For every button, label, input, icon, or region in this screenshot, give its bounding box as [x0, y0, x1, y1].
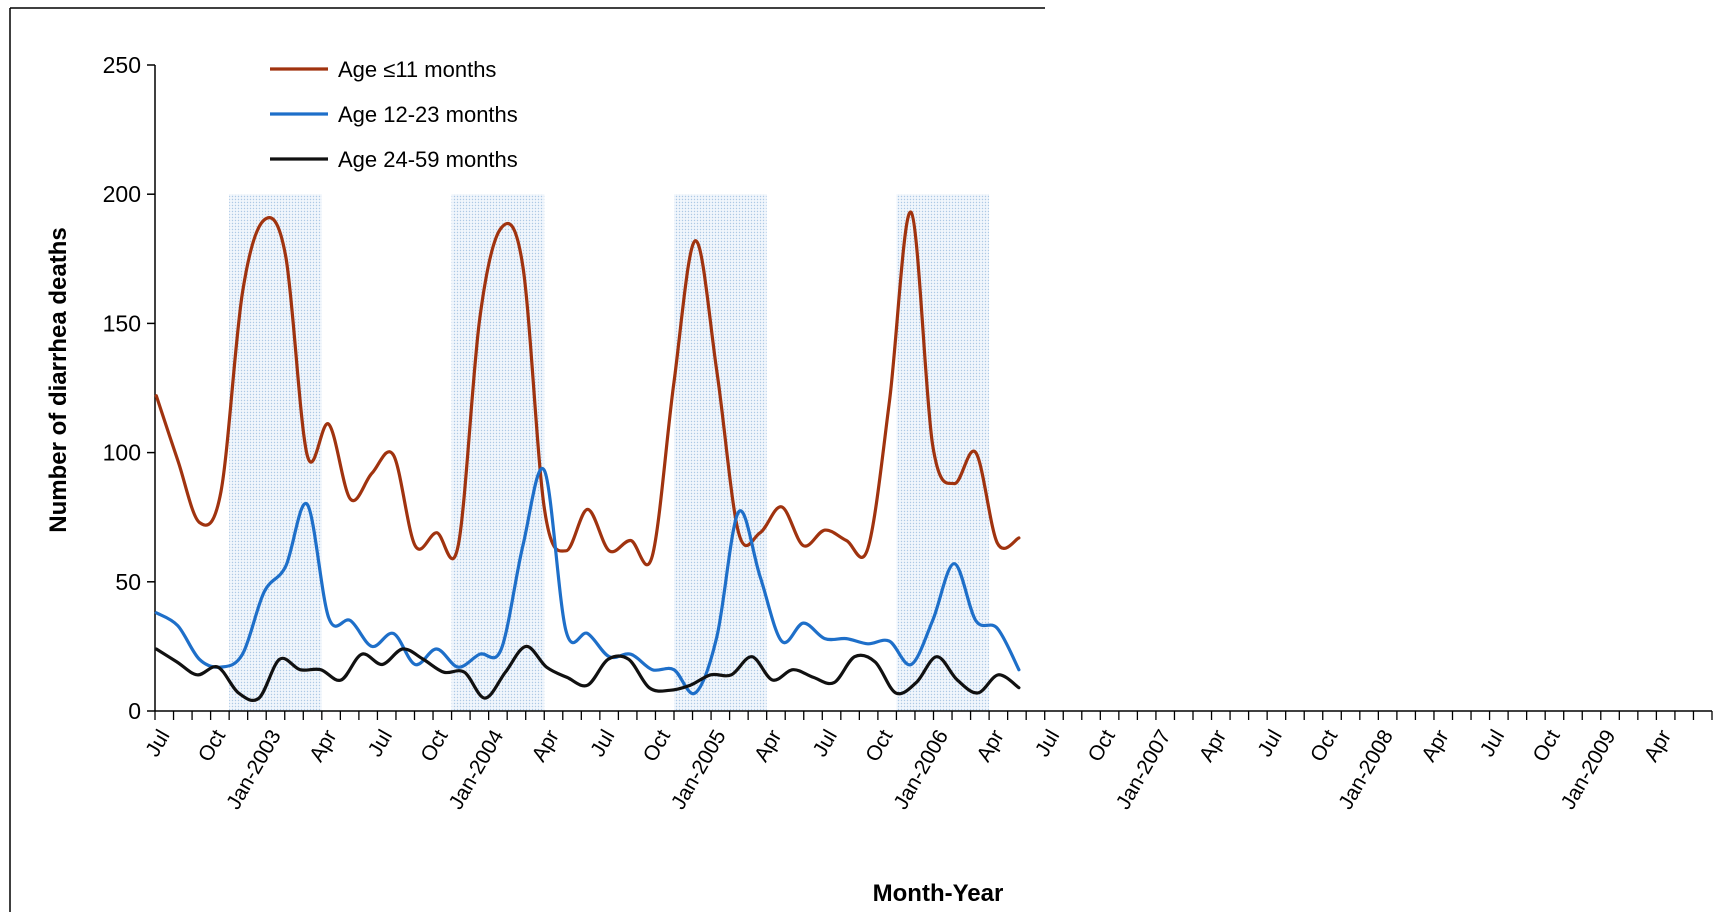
- series-line-1: [154, 210, 1021, 567]
- shaded-season-bands: [229, 194, 990, 711]
- series-lines: [154, 210, 1021, 702]
- shaded-band-2: [451, 194, 545, 711]
- x-tick-label: Jan-2004: [445, 726, 509, 814]
- legend: Age ≤11 months Age 12-23 months Age 24-59 …: [270, 57, 518, 172]
- x-tick-label: Jul: [364, 726, 397, 761]
- x-tick-label: Apr: [972, 726, 1008, 766]
- x-tick-label: Oct: [416, 726, 452, 766]
- x-tick-label: Apr: [528, 726, 564, 766]
- x-tick-label: Jan-2006: [889, 726, 953, 813]
- x-tick-label: Jan-2009: [1557, 726, 1621, 813]
- series-line-3: [154, 644, 1021, 702]
- x-tick-label: Jul: [586, 726, 619, 761]
- x-tick-label: Jan-2003: [222, 726, 286, 813]
- x-tick-label: Jan-2005: [667, 726, 731, 813]
- x-tick-label: Jul: [809, 726, 842, 761]
- y-tick-label: 50: [115, 569, 141, 595]
- x-tick-label: Jul: [1476, 726, 1509, 761]
- x-tick-label: Jan-2008: [1334, 726, 1398, 813]
- legend-label-2: Age 12-23 months: [338, 102, 518, 127]
- x-tick-label: Apr: [1417, 726, 1453, 766]
- x-tick-label: Jul: [1253, 726, 1286, 761]
- y-tick-label: 150: [103, 310, 141, 336]
- x-tick-label: Apr: [750, 726, 786, 766]
- series-line-2: [154, 466, 1021, 696]
- x-tick-label: Apr: [305, 726, 341, 766]
- x-tick-label: Apr: [1195, 726, 1231, 766]
- x-tick-label: Jul: [141, 726, 174, 761]
- x-tick-label: Oct: [1084, 726, 1120, 766]
- x-tick-label: Oct: [194, 726, 230, 766]
- x-tick-label: Oct: [1529, 726, 1565, 766]
- y-tick-label: 100: [103, 440, 141, 466]
- x-tick-label: Jan-2007: [1112, 726, 1176, 813]
- y-tick-label: 200: [103, 181, 141, 207]
- y-axis-title: Number of diarrhea deaths: [45, 227, 72, 532]
- x-tick-label: Oct: [1306, 726, 1342, 766]
- legend-label-1: Age ≤11 months: [338, 57, 496, 82]
- y-tick-label: 0: [128, 698, 141, 724]
- y-tick-label: 250: [103, 52, 141, 78]
- x-tick-label: Oct: [861, 726, 897, 766]
- x-axis-title: Month-Year: [873, 880, 1004, 907]
- x-tick-label: Jul: [1031, 726, 1064, 761]
- x-tick-label: Oct: [639, 726, 675, 766]
- legend-label-3: Age 24-59 months: [338, 147, 518, 172]
- x-tick-label: Apr: [1640, 726, 1676, 766]
